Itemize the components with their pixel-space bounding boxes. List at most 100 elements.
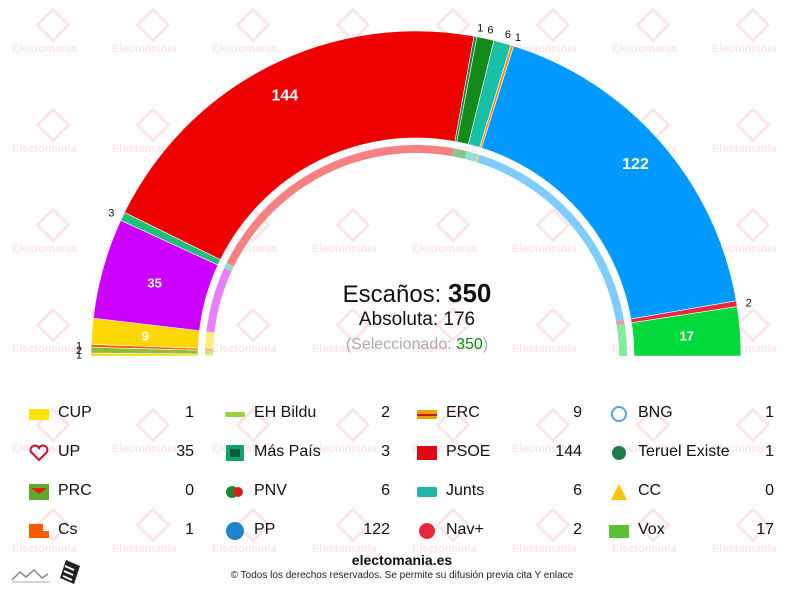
majority-line: Absoluta: 176 xyxy=(252,309,582,331)
legend-party-name: Más País xyxy=(254,443,321,460)
legend-party-seats: 1 xyxy=(765,443,774,460)
inner-band-vox xyxy=(616,323,627,356)
teruel-existe-logo-icon xyxy=(612,446,626,460)
legend-item-pnv: PNV 6 xyxy=(220,474,402,512)
legend-party-seats: 1 xyxy=(185,521,194,538)
seats-total-line: Escaños: 350 xyxy=(252,278,582,309)
seats-label: Escaños: xyxy=(342,281,442,308)
seats-total-value: 350 xyxy=(448,278,492,308)
legend-party-seats: 9 xyxy=(573,404,582,421)
seat-count-label-nav-plus: 2 xyxy=(746,297,752,309)
legend-party-seats: 0 xyxy=(185,482,194,499)
legend-item-junts: Junts 6 xyxy=(412,474,594,512)
seat-count-label-mas-pais: 3 xyxy=(108,207,114,219)
selected-line: (Seleccionado: 350) xyxy=(252,336,582,354)
legend-party-name: PRC xyxy=(58,482,92,499)
seat-count-label-junts: 6 xyxy=(505,29,511,41)
legend-item-prc: PRC 0 xyxy=(24,474,206,512)
seat-count-label-cs: 1 xyxy=(76,341,82,353)
footer-copyright: © Todos los derechos reservados. Se perm… xyxy=(230,570,574,581)
cup-logo-icon xyxy=(29,409,49,420)
legend-party-name: PSOE xyxy=(446,443,491,460)
legend-party-name: BNG xyxy=(638,404,673,421)
vox-logo-icon xyxy=(609,525,629,538)
legend-party-name: CC xyxy=(638,482,662,499)
legend-party-seats: 144 xyxy=(555,443,582,460)
up-logo-icon xyxy=(29,444,49,462)
footer-site: electomania.es xyxy=(351,552,453,568)
majority-label: Absoluta: xyxy=(358,309,439,330)
legend-party-name: Junts xyxy=(446,482,485,499)
seat-count-label-up: 35 xyxy=(147,276,161,291)
pp-logo-icon xyxy=(226,522,244,540)
cs-logo-icon xyxy=(29,524,49,538)
legend-party-name: PP xyxy=(254,521,276,538)
legend-item-pp: PP 122 xyxy=(220,513,402,551)
legend-item-vox: Vox 17 xyxy=(604,513,786,551)
erc-logo-icon xyxy=(417,410,437,419)
legend-party-name: EH Bildu xyxy=(254,404,317,421)
legend-party-name: ERC xyxy=(446,404,480,421)
legend-party-seats: 1 xyxy=(765,404,774,421)
seat-count-label-vox: 17 xyxy=(679,328,693,343)
seat-count-label-eh-bildu: 2 xyxy=(76,345,82,357)
legend-party-name: CUP xyxy=(58,404,92,421)
legend-party-seats: 122 xyxy=(363,521,390,538)
mas-pais-logo-icon xyxy=(226,445,244,461)
prc-logo-icon xyxy=(29,484,49,500)
legend-item-cc: CC 0 xyxy=(604,474,786,512)
junts-logo-icon xyxy=(417,487,437,497)
nav-plus-logo-icon xyxy=(419,523,435,539)
inner-band-up xyxy=(206,267,232,333)
inner-band-junts xyxy=(464,151,478,162)
eh-bildu-logo-icon xyxy=(225,412,245,417)
legend-party-seats: 2 xyxy=(573,521,582,538)
legend-party-seats: 35 xyxy=(176,443,194,460)
legend-item-bng: BNG 1 xyxy=(604,396,786,434)
cc-logo-icon xyxy=(611,484,627,500)
seat-count-label-psoe: 144 xyxy=(271,88,298,105)
legend-party-seats: 6 xyxy=(573,482,582,499)
seat-count-label-pnv: 6 xyxy=(487,25,493,37)
psoe-logo-icon xyxy=(417,446,437,460)
inner-band-psoe xyxy=(226,145,454,267)
legend-party-name: UP xyxy=(58,443,81,460)
selected-suffix: ) xyxy=(482,336,489,353)
inner-band-bng xyxy=(475,154,480,163)
legend-item-nav-plus: Nav+ 2 xyxy=(412,513,594,551)
seat-count-label-erc: 9 xyxy=(142,328,149,343)
inner-band-eh-bildu xyxy=(205,350,214,355)
seat-segment-vox xyxy=(631,306,742,357)
legend-party-seats: 2 xyxy=(381,404,390,421)
pnv-logo-icon xyxy=(226,486,243,498)
legend-party-name: Vox xyxy=(638,521,665,538)
seat-count-label-pp: 122 xyxy=(622,156,649,173)
legend-party-name: Teruel Existe xyxy=(638,443,730,460)
majority-value: 176 xyxy=(443,309,476,330)
legend-party-name: PNV xyxy=(254,482,287,499)
inner-band-erc xyxy=(205,331,215,349)
electomania-footer-logo-icon xyxy=(11,560,80,584)
legend-item-psoe: PSOE 144 xyxy=(412,435,594,473)
legend-party-seats: 0 xyxy=(765,482,774,499)
legend-item-mas-pais: Más País 3 xyxy=(220,435,402,473)
seat-segment-psoe xyxy=(124,30,475,261)
legend-item-teruel-existe: Teruel Existe 1 xyxy=(604,435,786,473)
selected-prefix: (Seleccionado: xyxy=(345,336,452,353)
bng-logo-icon xyxy=(611,406,627,422)
seat-count-label-cup: 1 xyxy=(76,350,82,362)
inner-band-cs xyxy=(205,348,214,351)
selected-value: 350 xyxy=(456,336,483,353)
legend-party-seats: 17 xyxy=(756,521,774,538)
seat-segment-pp xyxy=(481,45,737,320)
legend-item-cs: Cs 1 xyxy=(24,513,206,551)
legend-item-cup: CUP 1 xyxy=(24,396,206,434)
inner-band-pnv xyxy=(454,148,467,159)
inner-band-teruel-existe xyxy=(452,148,456,157)
legend-party-name: Nav+ xyxy=(446,521,484,538)
legend-party-seats: 6 xyxy=(381,482,390,499)
inner-band-mas-pais xyxy=(224,262,234,272)
seat-count-label-teruel-existe: 1 xyxy=(477,23,483,35)
legend-party-name: Cs xyxy=(58,521,78,538)
